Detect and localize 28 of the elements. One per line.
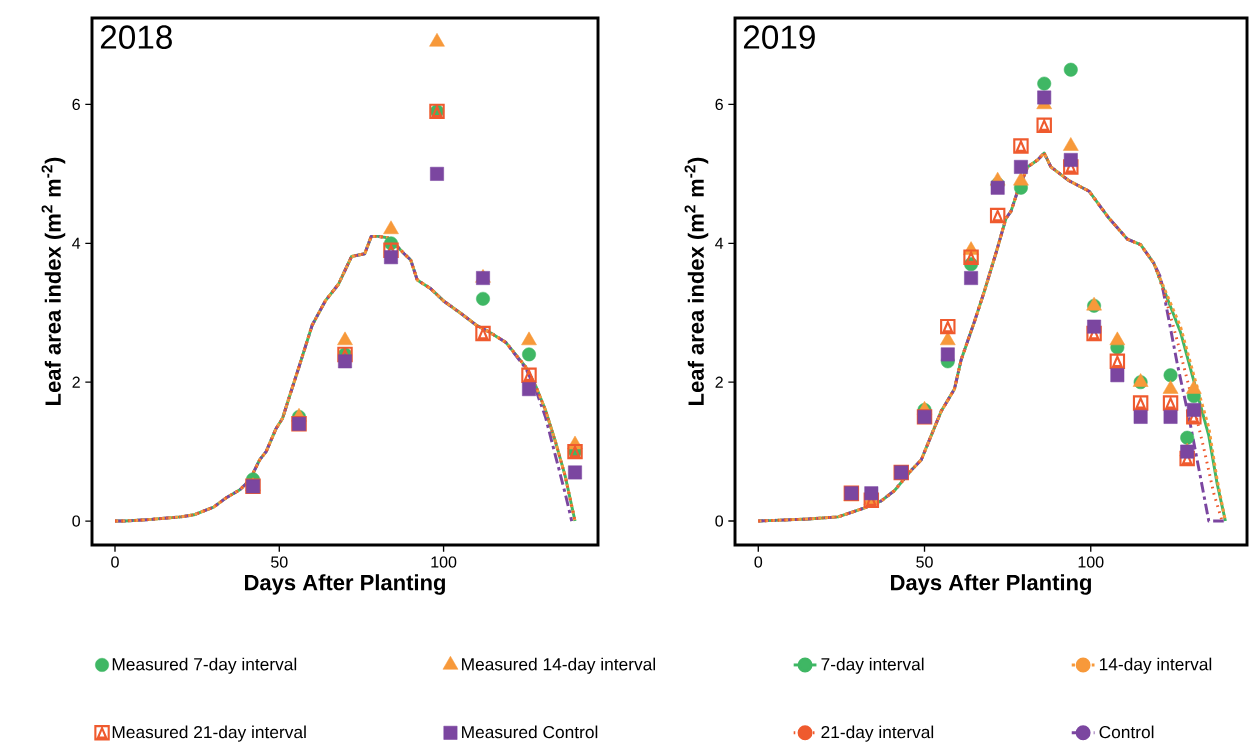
legend-label: Measured Control: [462, 725, 598, 739]
y-axis-title: Leaf area index (m$^{2}$ m$^{-2}$): [41, 157, 66, 405]
x-tick-label: 0: [754, 556, 763, 568]
legend-label: Measured 14-day interval: [462, 657, 656, 674]
y-tick-label: 4: [72, 237, 81, 249]
y-axis-title: Leaf area index (m$^{2}$ m$^{-2}$): [684, 157, 709, 405]
y-tick-label: 0: [72, 515, 81, 527]
legend-label: Measured 21-day interval: [112, 725, 306, 742]
x-axis-title: Days After Planting: [245, 574, 445, 595]
y-tick-label: 0: [715, 515, 724, 527]
legend-label: 7-day interval: [821, 657, 924, 674]
x-tick-label: 100: [431, 556, 457, 568]
legend-label: Measured 7-day interval: [112, 657, 297, 674]
chart-title: 2019: [743, 25, 815, 49]
legend-label: 14-day interval: [1099, 657, 1212, 674]
y-tick-label: 6: [715, 98, 723, 111]
x-axis-title: Days After Planting: [891, 574, 1091, 595]
x-tick-label: 50: [916, 556, 933, 568]
y-tick-label: 2: [715, 376, 723, 388]
y-tick-label: 4: [715, 237, 724, 249]
chart-title: 2018: [100, 25, 172, 49]
y-tick-label: 6: [72, 98, 80, 111]
y-tick-label: 2: [72, 376, 80, 388]
x-tick-label: 0: [111, 556, 119, 568]
legend-label: Control: [1099, 725, 1154, 739]
x-tick-label: 100: [1078, 556, 1104, 568]
x-tick-label: 50: [271, 556, 288, 568]
legend-label: 21-day interval: [821, 725, 934, 742]
